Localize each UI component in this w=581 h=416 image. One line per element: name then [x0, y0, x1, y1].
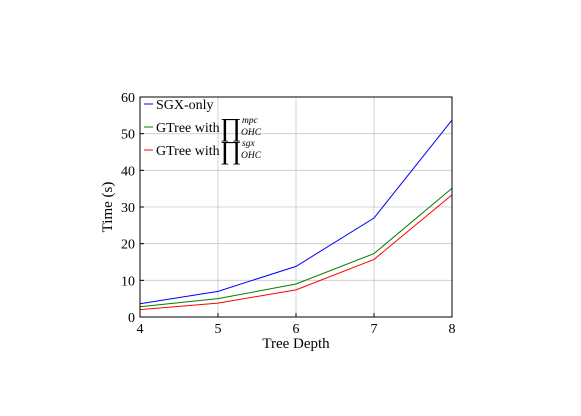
y-tick-label: 10 — [121, 274, 135, 289]
x-tick-label: 7 — [371, 322, 378, 337]
legend-superscript: sgx — [242, 139, 255, 149]
y-tick-label: 30 — [121, 201, 135, 216]
legend-superscript: mpc — [242, 116, 259, 126]
y-tick-label: 20 — [121, 238, 135, 253]
y-tick-label: 40 — [121, 164, 135, 179]
legend-label: SGX-only — [156, 98, 214, 113]
x-axis-label: Tree Depth — [262, 336, 330, 352]
legend-subscript: OHC — [241, 128, 262, 138]
legend-label: GTree with — [156, 144, 220, 159]
legend-subscript: OHC — [241, 151, 262, 161]
y-tick-label: 60 — [121, 91, 135, 106]
y-axis-label: Time (s) — [100, 182, 116, 233]
legend-product-symbol: ∏ — [220, 136, 241, 165]
legend-label: GTree with — [156, 121, 220, 136]
x-tick-label: 4 — [137, 322, 144, 337]
x-tick-label: 6 — [293, 322, 300, 337]
y-tick-label: 50 — [121, 128, 135, 143]
x-tick-label: 8 — [449, 322, 456, 337]
y-tick-label: 0 — [128, 311, 135, 326]
x-tick-label: 5 — [215, 322, 222, 337]
